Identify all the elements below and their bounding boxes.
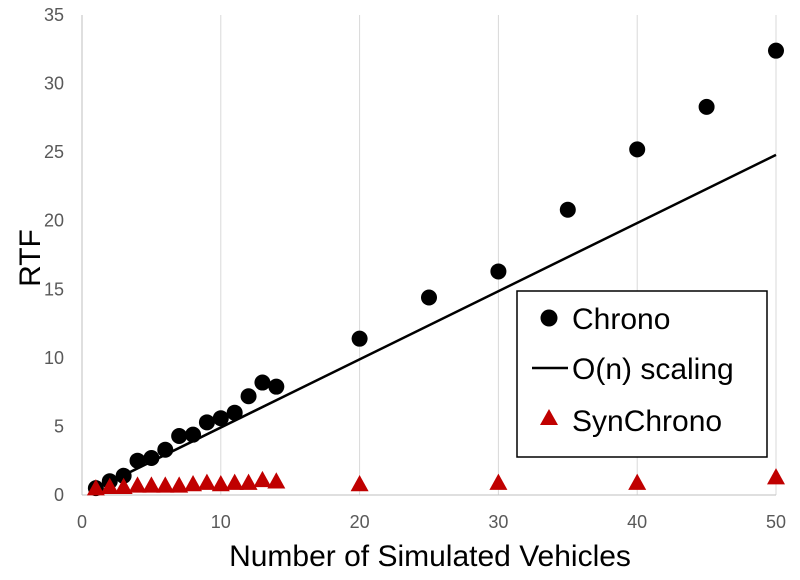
synchrono-point <box>253 470 272 488</box>
x-tick-label: 30 <box>488 512 508 532</box>
legend-chrono-label: Chrono <box>572 303 670 336</box>
chrono-point <box>129 452 146 469</box>
chrono-point <box>254 374 271 391</box>
x-tick-labels: 0 10 20 30 40 50 <box>77 512 786 532</box>
synchrono-point <box>170 476 189 493</box>
x-tick-label: 10 <box>211 512 231 532</box>
x-tick-label: 20 <box>350 512 370 532</box>
chrono-point <box>185 426 202 443</box>
chrono-point <box>212 410 229 427</box>
y-tick-label: 30 <box>44 74 64 94</box>
synchrono-point <box>197 473 216 490</box>
chrono-point <box>157 441 174 458</box>
legend-chrono-marker <box>540 309 558 327</box>
chrono-point <box>143 449 160 466</box>
synchrono-point <box>142 476 161 493</box>
synchrono-point <box>128 476 147 493</box>
chrono-point <box>490 263 507 280</box>
x-tick-label: 40 <box>627 512 647 532</box>
legend-scaling-label: O(n) scaling <box>572 353 734 386</box>
legend-synchrono-marker <box>540 409 558 425</box>
chrono-point <box>698 98 715 115</box>
y-tick-label: 0 <box>54 485 64 505</box>
chrono-point <box>115 467 132 484</box>
synchrono-point <box>225 473 244 490</box>
x-tick-label: 0 <box>77 512 87 532</box>
y-tick-labels: 0 5 10 15 20 25 30 35 <box>44 5 64 505</box>
plot-area <box>86 42 785 497</box>
x-axis-label: Number of Simulated Vehicles <box>229 540 631 573</box>
chrono-point <box>768 42 784 59</box>
scaling-line <box>95 153 777 490</box>
chrono-point <box>198 414 215 431</box>
y-tick-label: 20 <box>44 211 64 231</box>
synchrono-point <box>156 476 175 493</box>
synchrono-point <box>114 477 133 494</box>
y-tick-label: 10 <box>44 348 64 368</box>
synchrono-point <box>350 475 369 492</box>
chrono-point <box>240 388 257 405</box>
y-tick-label: 35 <box>44 5 64 25</box>
synchrono-point <box>239 473 258 490</box>
x-tick-label: 50 <box>766 512 786 532</box>
synchrono-point <box>100 477 119 494</box>
chrono-point <box>421 289 437 306</box>
chrono-point <box>629 141 646 158</box>
axes <box>81 15 776 496</box>
chrono-point <box>351 330 368 347</box>
synchrono-point <box>184 475 203 492</box>
synchrono-point <box>267 472 286 489</box>
chrono-point <box>226 404 243 421</box>
y-tick-label: 15 <box>44 279 64 299</box>
y-tick-label: 25 <box>44 142 64 162</box>
chrono-point <box>268 378 285 395</box>
legend: Chrono O(n) scaling SynChrono <box>516 290 768 458</box>
y-axis-label: RTF <box>14 229 47 287</box>
synchrono-point <box>211 475 230 492</box>
synchrono-point <box>628 473 647 490</box>
synchrono-point <box>767 468 785 485</box>
synchrono-point <box>86 479 105 496</box>
legend-synchrono-label: SynChrono <box>572 405 722 438</box>
chrono-point <box>559 201 576 218</box>
chrono-point <box>171 428 188 445</box>
synchrono-point <box>489 473 508 490</box>
y-tick-label: 5 <box>54 416 64 436</box>
legend-box <box>516 290 768 458</box>
